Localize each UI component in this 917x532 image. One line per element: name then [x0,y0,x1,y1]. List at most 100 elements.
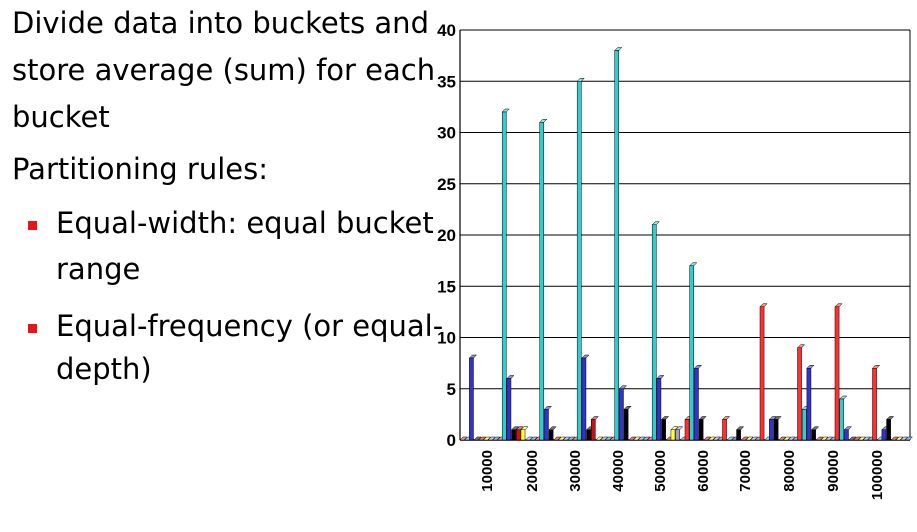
bar [623,409,629,441]
bar-top [482,436,492,441]
bar [656,378,662,441]
bar [886,419,891,441]
bar-top [604,436,614,441]
bar [469,357,474,441]
bar-top [567,436,576,441]
bar [661,419,666,441]
bar [614,50,620,441]
bar-top [689,262,698,266]
bar-top [853,436,862,441]
bar-top [721,416,731,420]
histogram-chart: 0 5 10 15 20 25 30 35 40 10000 20000 30000 40000 5000… [437,21,914,500]
bar-top [885,416,895,420]
bar-top [806,365,815,369]
bar-top [660,416,670,420]
x-tick-label: 60000 [695,450,712,492]
x-tick-label: 90000 [825,450,842,492]
bar-top [628,436,637,441]
bar [684,419,690,441]
bar [520,429,526,441]
para1-line1: Divide data into buckets and [12,6,429,40]
bar-top [478,436,487,441]
bar-top [750,436,759,441]
bar-top [581,354,590,359]
bar [797,347,802,441]
x-tick-label: 100000 [869,450,886,500]
bar-top [600,436,609,441]
bar-top [848,436,857,441]
bullet2-line2: depth) [56,352,152,386]
bullet2-line1: Equal-frequency (or equal- [56,309,444,343]
bar-top [506,375,515,379]
y-tick-label: 15 [437,277,456,296]
bar [619,388,624,441]
bar-top [557,436,567,441]
bar [689,265,695,441]
bar [834,306,840,441]
bullet1-line1: Equal-width: equal bucket [56,206,434,240]
bar-top [590,416,599,420]
y-tick-label: 5 [447,380,456,399]
bar-top [543,406,553,410]
bar [694,368,699,441]
bar-top [707,436,717,441]
bar-top [904,436,914,441]
x-tick-label: 70000 [737,450,754,492]
x-tick-label: 50000 [652,450,669,492]
bar-top [890,436,899,441]
bar-top [501,108,510,113]
bar [722,419,727,441]
bar-top [820,436,829,441]
y-tick-label: 10 [437,329,456,348]
bar [511,429,516,441]
bar-top [778,436,787,441]
bar-top [562,436,571,441]
bar-top [632,436,642,441]
bar [670,429,676,441]
bar-top [642,436,651,441]
bar-top [740,436,749,441]
bar [811,429,816,441]
bar [769,419,774,441]
bar-top [693,365,703,369]
bar-top [839,395,848,400]
bar-top [871,365,881,369]
bar-top [759,303,768,307]
bar-top [815,436,824,441]
bar [773,419,779,441]
bar-top [637,436,646,441]
y-tick-label: 40 [437,21,456,40]
bar-top [553,436,562,441]
bar-top [726,436,735,441]
bar [806,368,812,441]
bar-top [487,436,496,441]
bar-top [703,436,712,441]
y-tick-label: 35 [437,72,456,91]
bar-top [834,303,843,307]
bar-top [468,354,478,359]
y-tick-label: 20 [437,226,456,245]
bar-top [862,436,871,441]
bar [586,429,591,441]
x-tick-label: 80000 [781,450,798,492]
bar [759,306,765,441]
bar [516,429,521,441]
bar-top [492,436,501,441]
bar [501,111,507,441]
y-tick-label: 30 [437,124,456,143]
bar [881,429,887,441]
x-tick-label: 40000 [610,450,627,492]
bar [539,122,545,441]
bar-top [843,426,853,430]
bar [844,429,849,441]
x-tick-label: 10000 [479,450,496,492]
bar [548,429,554,441]
bar-top [787,436,796,441]
para1-line2: store average (sum) for each [12,53,436,87]
bar [675,429,680,441]
para1-line3: bucket [12,100,110,134]
bar-top [525,436,534,441]
bar-top [825,436,834,441]
bar [801,409,807,441]
bar [839,398,845,441]
